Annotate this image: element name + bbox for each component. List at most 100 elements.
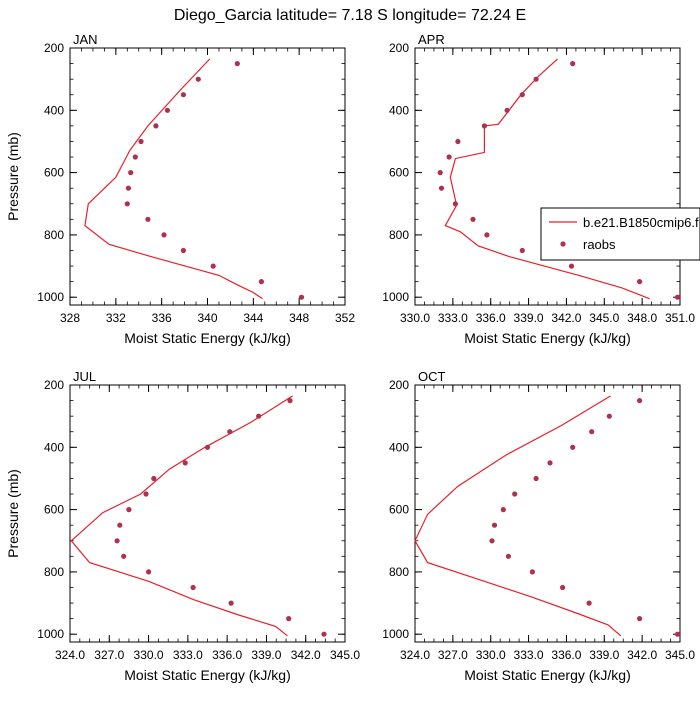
raobs-point	[606, 413, 612, 419]
x-tick-label: 333.0	[173, 648, 203, 662]
panel-oct: OCT 324.0 327.0 330.0 333.0 336.0 339.0 342.0 34…	[382, 369, 695, 683]
raobs-point	[228, 600, 234, 606]
x-tick-label: 339.0	[251, 648, 281, 662]
raobs-point	[256, 413, 262, 419]
raobs-point	[570, 61, 576, 67]
panel-label: APR	[418, 32, 445, 47]
raobs-point	[504, 107, 510, 113]
raobs-point	[589, 429, 595, 435]
raobs-point	[533, 475, 539, 482]
raobs-point	[637, 616, 643, 622]
panel-jan: JAN 328 332 336 340 344 348 352 200 400 600 800 1000…	[5, 32, 355, 346]
x-tick-label: 352	[335, 311, 355, 325]
raobs-point	[143, 491, 149, 497]
raobs-point	[121, 553, 127, 559]
raobs-point	[117, 522, 123, 528]
y-tick-label: 800	[389, 228, 409, 242]
raobs-point	[190, 584, 196, 591]
raobs-point	[568, 263, 575, 269]
raobs-point	[481, 123, 487, 129]
y-tick-label: 800	[389, 565, 409, 579]
raobs-point	[182, 460, 188, 466]
raobs-point	[125, 185, 131, 191]
y-tick-label: 1000	[37, 290, 64, 304]
raobs-point	[674, 294, 681, 300]
x-tick-label: 327.0	[94, 648, 124, 662]
raobs-point	[637, 279, 643, 285]
raobs-point	[287, 398, 293, 404]
panel-label: JAN	[73, 32, 98, 47]
y-tick-label: 600	[389, 503, 409, 517]
x-tick-label: 342.0	[551, 311, 581, 325]
raobs-point	[180, 247, 186, 254]
raobs-point	[126, 507, 132, 513]
raobs-point	[161, 232, 167, 238]
raobs-point	[321, 631, 327, 637]
raobs-point	[547, 460, 553, 466]
y-tick-label: 200	[389, 41, 409, 55]
plot-frame	[69, 47, 346, 306]
x-tick-label: 332	[106, 311, 126, 325]
x-tick-label: 336.0	[551, 648, 581, 662]
x-tick-label: 327.0	[438, 648, 468, 662]
x-axis-label: Moist Static Energy (kJ/kg)	[464, 330, 631, 346]
y-tick-label: 400	[44, 440, 64, 454]
raobs-point	[286, 616, 292, 622]
model-profile-line	[70, 395, 293, 637]
panel-jul: JUL 324.0 327.0 330.0 333.0 336.0 339.0 342.0 34…	[5, 369, 360, 683]
raobs-point	[153, 123, 159, 129]
raobs-point	[452, 201, 458, 207]
x-axis-label: Moist Static Energy (kJ/kg)	[124, 667, 291, 683]
y-tick-label: 400	[44, 103, 64, 117]
raobs-point	[164, 107, 170, 113]
raobs-point	[180, 92, 186, 98]
raobs-point	[146, 569, 152, 575]
raobs-point	[234, 61, 240, 67]
raobs-point	[151, 475, 157, 482]
raobs-point	[145, 216, 151, 222]
y-tick-label: 200	[44, 41, 64, 55]
x-axis-label: Moist Static Energy (kJ/kg)	[464, 667, 631, 683]
y-tick-label: 600	[44, 503, 64, 517]
raobs-point	[529, 569, 536, 575]
legend-obs-label: raobs	[583, 237, 616, 252]
raobs-point	[258, 279, 264, 285]
x-tick-label: 339.0	[514, 311, 544, 325]
x-tick-label: 330.0	[476, 648, 506, 662]
raobs-point	[674, 631, 681, 637]
raobs-point	[204, 444, 211, 450]
raobs-point	[491, 522, 498, 528]
raobs-point	[298, 294, 305, 300]
legend-model-label: b.e21.B1850cmip6.f	[583, 215, 699, 230]
raobs-point	[124, 201, 130, 207]
y-tick-label: 1000	[382, 290, 409, 304]
x-tick-label: 336	[152, 311, 172, 325]
raobs-point	[210, 263, 216, 269]
y-tick-label: 600	[44, 166, 64, 180]
y-axis-label: Pressure (mb)	[5, 469, 21, 558]
x-tick-label: 336.0	[476, 311, 506, 325]
y-tick-label: 200	[44, 378, 64, 392]
legend-obs-swatch	[560, 241, 566, 247]
y-tick-label: 1000	[382, 627, 409, 641]
x-tick-label: 348	[289, 311, 309, 325]
raobs-point	[637, 398, 643, 404]
raobs-point	[455, 138, 461, 145]
raobs-point	[128, 170, 134, 176]
x-tick-label: 340	[197, 311, 217, 325]
raobs-point	[438, 185, 445, 191]
plot-frame	[414, 384, 681, 643]
raobs-point	[560, 584, 566, 591]
raobs-point	[570, 444, 576, 450]
raobs-point	[489, 538, 495, 544]
raobs-point	[138, 138, 144, 145]
raobs-point	[437, 170, 443, 176]
x-tick-label: 333.0	[514, 648, 544, 662]
x-tick-label: 348.0	[627, 311, 657, 325]
x-tick-label: 330.0	[134, 648, 164, 662]
figure-title: Diego_Garcia latitude= 7.18 S longitude=…	[174, 7, 526, 24]
panel-label: JUL	[73, 369, 96, 384]
raobs-point	[227, 429, 233, 435]
panel-apr: APR 330.0 333.0 336.0 339.0 342.0 345.0 348.0 35…	[382, 32, 695, 346]
